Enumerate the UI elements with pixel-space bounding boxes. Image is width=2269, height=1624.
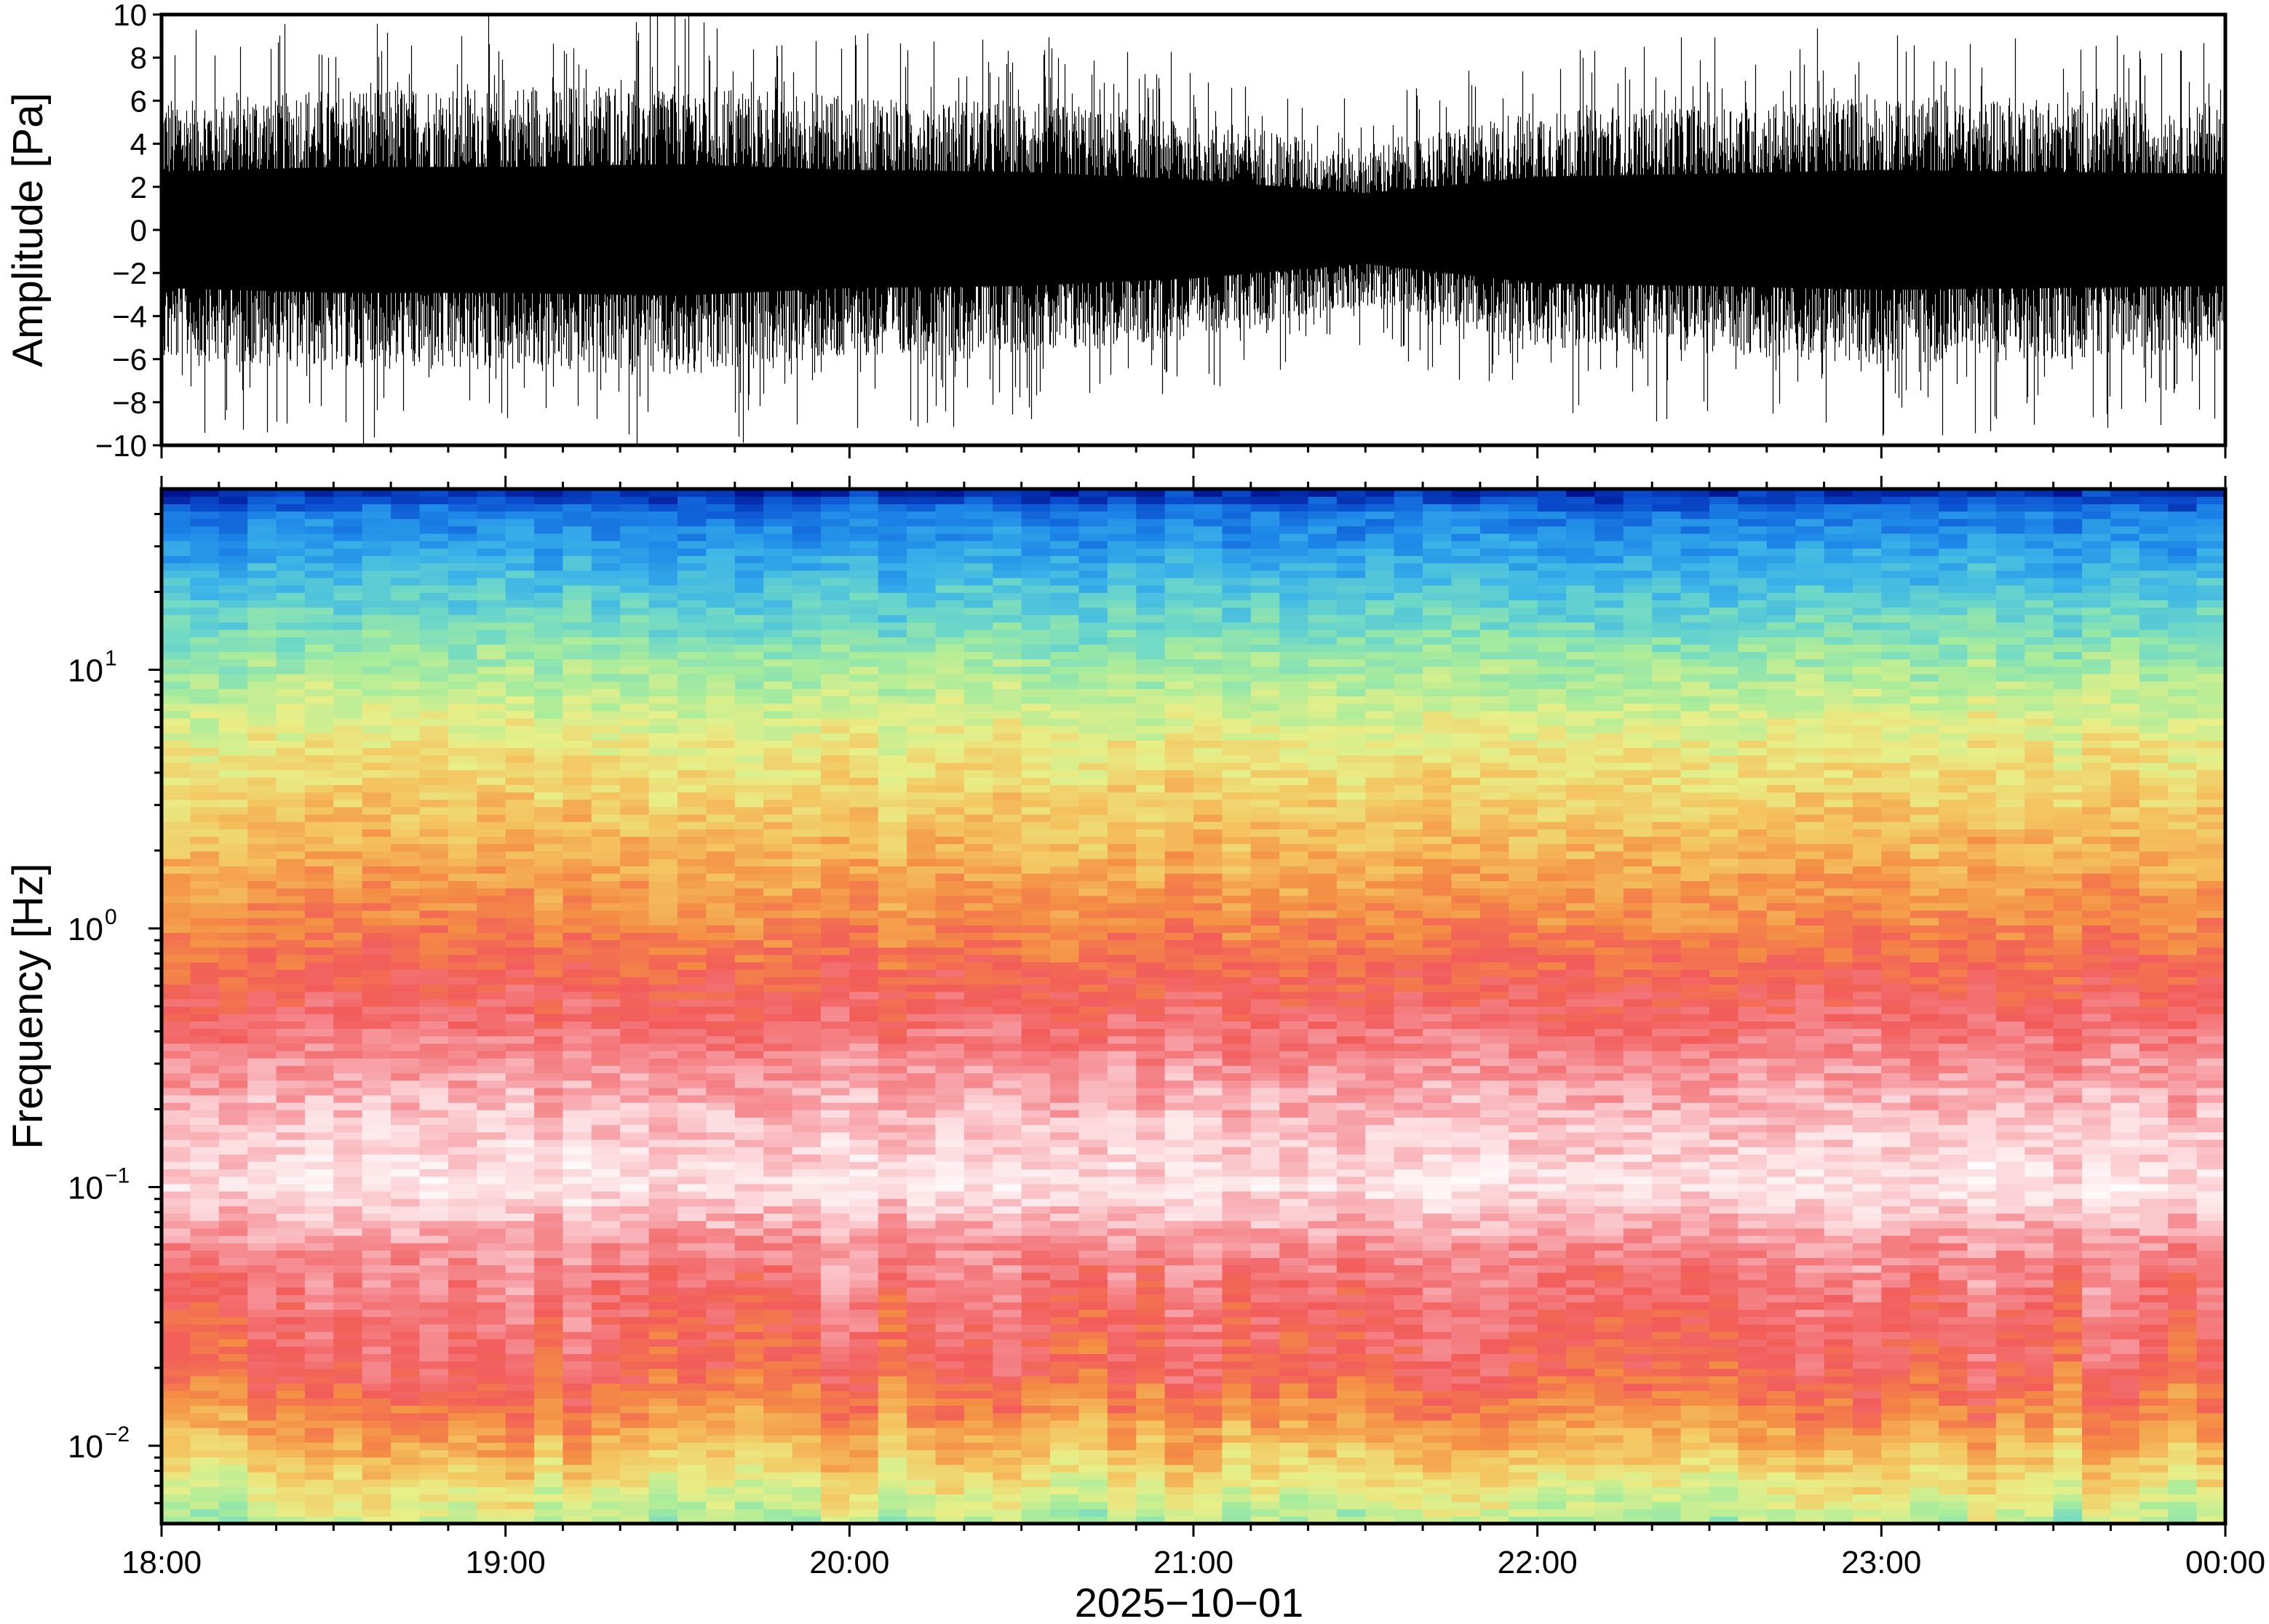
waveform-y-tick-label: 4 [130,127,147,162]
waveform-panel: 10 8 6 4 2 0 −2 −4 −6 −8 −10 Amplitude [Pa] [4,0,2228,463]
spectrogram-x-axis-label: 2025−10−01 [1075,1580,1304,1624]
waveform-trace [161,15,2226,445]
spectrogram-y-tick-mantissa: 10 [68,653,103,688]
waveform-y-tick-label: −4 [112,299,147,333]
spectrogram-x-tick-label: 23:00 [1841,1545,1921,1580]
spectrogram-x-ticks: 18:00 19:00 20:00 21:00 22:00 23:00 00:00 [122,476,2265,1580]
waveform-y-ticks: 10 8 6 4 2 0 −2 −4 −6 −8 −10 [95,0,162,463]
waveform-y-tick-label: −10 [95,429,147,463]
waveform-y-tick-label: 2 [130,170,147,204]
spectrogram-x-tick-label: 20:00 [809,1545,889,1580]
waveform-y-tick-label: −6 [112,343,147,377]
spectrogram-x-tick-label: 19:00 [466,1545,546,1580]
spectrogram-x-tick-label: 00:00 [2185,1545,2265,1580]
spectrogram-x-tick-label: 21:00 [1153,1545,1233,1580]
waveform-y-tick-label: 0 [130,213,147,247]
spectrogram-y-tick-exponent: −1 [105,1163,130,1187]
spectrogram-x-tick-label: 18:00 [122,1545,202,1580]
spectrogram-cells [162,489,2226,1524]
waveform-x-ticks [160,445,2227,458]
spectrogram-y-tick-exponent: 1 [105,646,117,670]
waveform-y-axis-label: Amplitude [Pa] [4,92,52,367]
spectrogram-y-tick-mantissa: 10 [68,1429,103,1465]
spectrogram-y-tick-mantissa: 10 [68,912,103,947]
waveform-y-tick-label: −2 [112,256,147,290]
waveform-core [161,164,2226,296]
spectrogram-y-tick-exponent: 0 [105,905,117,929]
waveform-y-tick-label: −8 [112,386,147,420]
waveform-y-tick-label: 6 [130,84,147,118]
waveform-y-tick-label: 8 [130,41,147,75]
spectrogram-x-tick-label: 22:00 [1498,1545,1578,1580]
spectrogram-y-axis-label: Frequency [Hz] [4,863,52,1149]
spectrogram-y-tick-mantissa: 10 [68,1170,103,1206]
waveform-y-tick-label: 10 [113,0,147,32]
spectrogram-y-tick-exponent: −2 [105,1422,130,1446]
